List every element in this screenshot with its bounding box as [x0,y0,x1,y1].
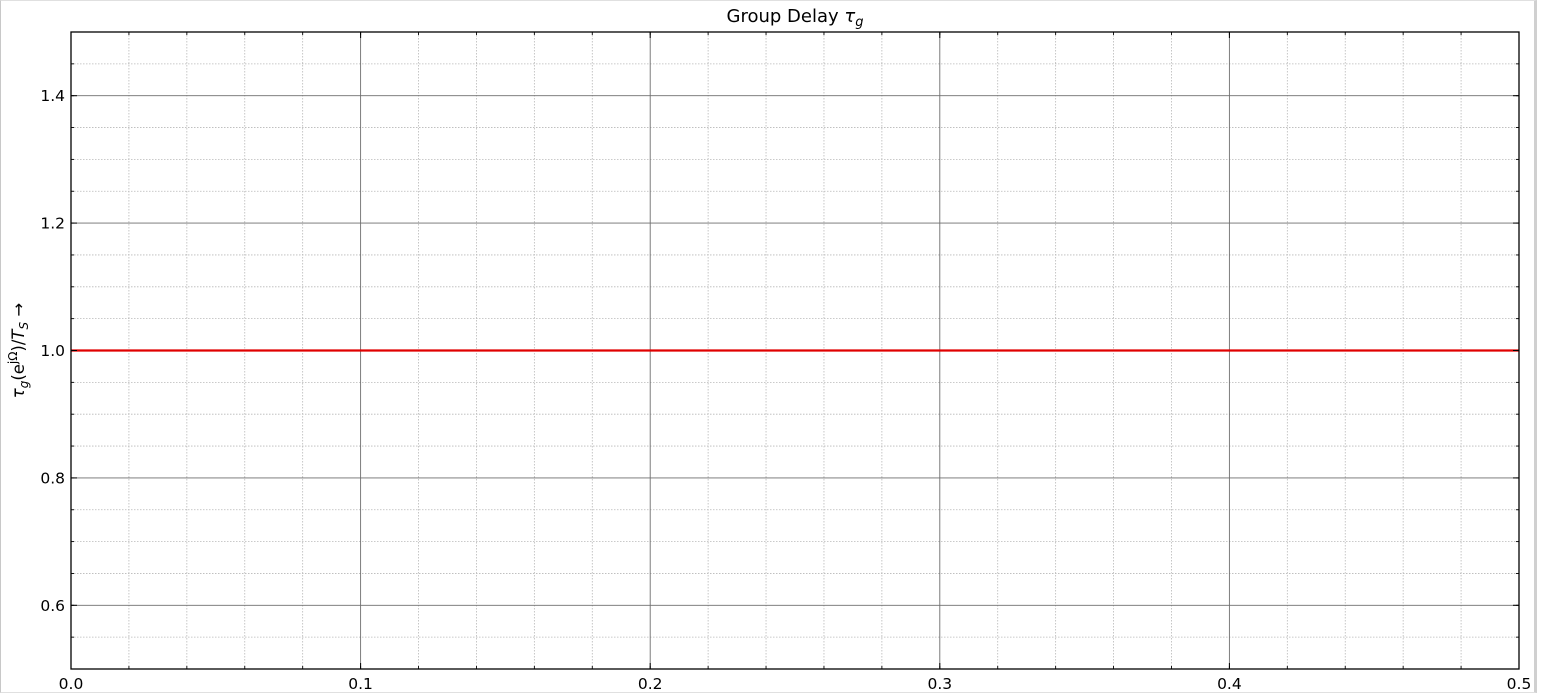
x-tick-label: 0.1 [348,675,373,693]
y-tick-label: 0.6 [40,597,65,615]
y-tick-label: 1.2 [40,215,65,233]
x-tick-labels: 0.0 0.1 0.2 0.3 0.4 0.5 [59,675,1532,693]
y-tick-label: 1.0 [40,342,65,360]
x-tick-label: 0.0 [59,675,84,693]
x-tick-label: 0.3 [927,675,952,693]
y-tick-label: 0.8 [40,469,65,487]
y-tick-label: 1.4 [40,87,65,105]
y-tick-labels: 0.6 0.8 1.0 1.2 1.4 [40,87,65,615]
x-tick-label: 0.2 [638,675,663,693]
tick-marks [70,31,1520,670]
x-tick-label: 0.4 [1217,675,1242,693]
chart-title: Group Delay τg [727,6,864,30]
x-tick-label: 0.5 [1507,675,1532,693]
y-axis-label: τg(ejΩ)/TS → [6,303,31,399]
